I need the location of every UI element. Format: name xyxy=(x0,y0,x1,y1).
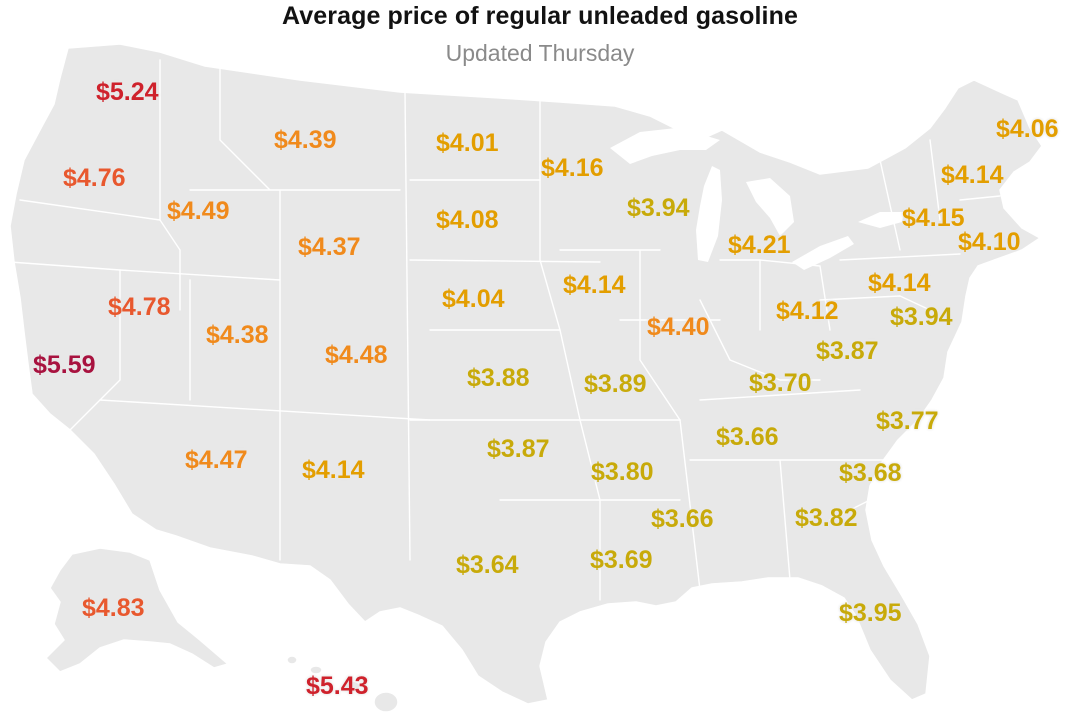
price-label-ny: $4.15 xyxy=(902,204,965,232)
state-borders xyxy=(9,59,1001,601)
price-label-pa: $4.14 xyxy=(868,269,931,297)
lake-huron xyxy=(746,178,794,236)
price-label-ia: $4.14 xyxy=(563,271,626,299)
price-label-sd: $4.08 xyxy=(436,206,499,234)
price-label-nm: $4.14 xyxy=(302,456,365,484)
hawaii-island-oahu xyxy=(309,665,323,675)
price-label-ma: $4.10 xyxy=(958,228,1021,256)
price-label-nv: $4.78 xyxy=(108,293,171,321)
price-label-nd: $4.01 xyxy=(436,129,499,157)
price-label-az: $4.47 xyxy=(185,446,248,474)
price-label-mn: $4.16 xyxy=(541,154,604,182)
price-label-wv: $3.87 xyxy=(816,337,879,365)
price-label-wa: $5.24 xyxy=(96,78,159,106)
price-label-ga: $3.82 xyxy=(795,504,858,532)
price-label-mi: $4.21 xyxy=(728,231,791,259)
price-label-oh: $4.12 xyxy=(776,297,839,325)
price-label-la: $3.69 xyxy=(590,546,653,574)
price-label-ak: $4.83 xyxy=(82,594,145,622)
price-label-ca: $5.59 xyxy=(33,351,96,379)
lake-erie xyxy=(792,236,854,270)
price-label-me: $4.06 xyxy=(996,115,1059,143)
price-label-wy: $4.37 xyxy=(298,233,361,261)
price-label-tx: $3.64 xyxy=(456,551,519,579)
price-label-nh: $4.14 xyxy=(941,161,1004,189)
alaska-landmass xyxy=(45,547,229,673)
price-label-sc: $3.68 xyxy=(839,459,902,487)
price-label-fl: $3.95 xyxy=(839,599,902,627)
price-label-or: $4.76 xyxy=(63,164,126,192)
price-label-hi: $5.43 xyxy=(306,672,369,700)
map-subtitle: Updated Thursday xyxy=(445,40,635,66)
price-label-ar: $3.80 xyxy=(591,458,654,486)
price-label-ne: $4.04 xyxy=(442,285,505,313)
price-label-ok: $3.87 xyxy=(487,435,550,463)
price-label-wi: $3.94 xyxy=(627,194,690,222)
price-label-ks: $3.88 xyxy=(467,364,530,392)
price-label-md: $3.94 xyxy=(890,303,953,331)
hawaii-island-maui xyxy=(343,680,361,692)
lake-michigan xyxy=(696,166,722,262)
lake-superior xyxy=(610,128,720,164)
price-label-tn: $3.66 xyxy=(716,423,779,451)
price-label-id: $4.49 xyxy=(167,197,230,225)
price-label-ut: $4.38 xyxy=(206,321,269,349)
hawaii-island-kauai xyxy=(286,655,298,665)
price-label-co: $4.48 xyxy=(325,341,388,369)
price-label-ky: $3.70 xyxy=(749,369,812,397)
price-label-ms: $3.66 xyxy=(651,505,714,533)
hawaii-island-big xyxy=(373,691,399,713)
price-label-mo: $3.89 xyxy=(584,370,647,398)
map-title: Average price of regular unleaded gasoli… xyxy=(282,2,798,30)
price-label-il: $4.40 xyxy=(647,313,710,341)
price-label-nc: $3.77 xyxy=(876,407,939,435)
price-label-mt: $4.39 xyxy=(274,126,337,154)
